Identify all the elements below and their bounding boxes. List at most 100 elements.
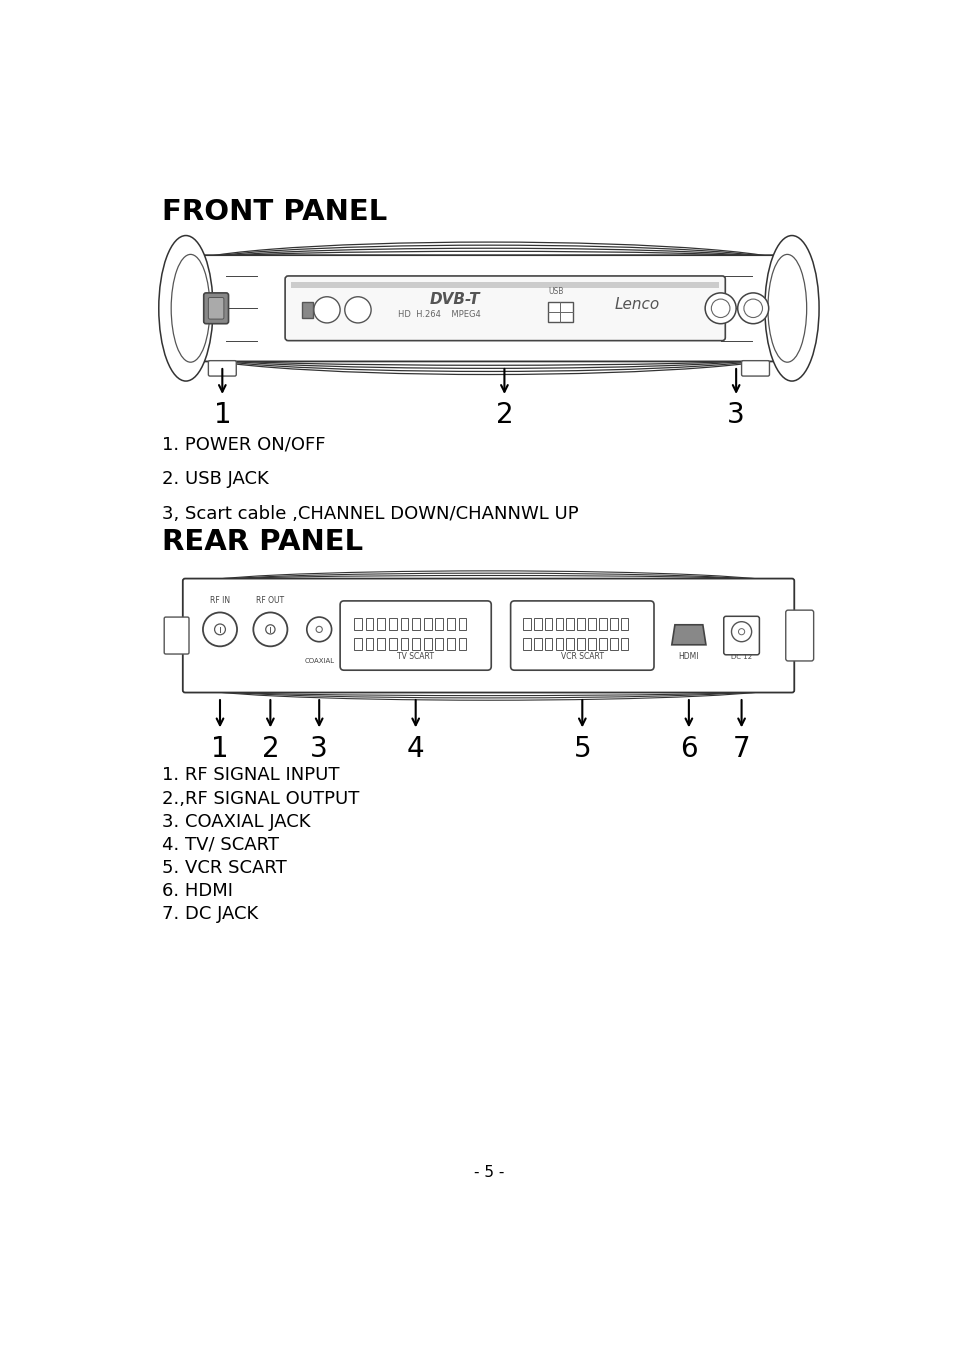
Text: HD  H.264    MPEG4: HD H.264 MPEG4 <box>397 310 480 319</box>
Text: 1: 1 <box>211 734 229 763</box>
Text: 7: 7 <box>732 734 750 763</box>
Bar <box>302 302 313 317</box>
Bar <box>354 637 361 651</box>
Bar <box>447 618 455 630</box>
Circle shape <box>704 293 736 324</box>
Bar <box>547 302 572 323</box>
Text: 1. RF SIGNAL INPUT: 1. RF SIGNAL INPUT <box>162 767 339 784</box>
Text: 3. COAXIAL JACK: 3. COAXIAL JACK <box>162 813 310 830</box>
Bar <box>400 637 408 651</box>
FancyBboxPatch shape <box>199 255 778 362</box>
Ellipse shape <box>764 235 819 381</box>
Circle shape <box>737 293 768 324</box>
Text: 6: 6 <box>679 734 697 763</box>
Circle shape <box>738 629 744 634</box>
Text: Lenco: Lenco <box>614 297 659 312</box>
Bar <box>365 618 373 630</box>
Text: 3, Scart cable ,CHANNEL DOWN/CHANNWL UP: 3, Scart cable ,CHANNEL DOWN/CHANNWL UP <box>162 505 578 522</box>
Text: 4. TV/ SCART: 4. TV/ SCART <box>162 836 278 853</box>
Circle shape <box>307 617 332 641</box>
Bar <box>609 618 617 630</box>
Text: HDMI: HDMI <box>678 652 699 660</box>
Bar <box>577 618 584 630</box>
Ellipse shape <box>171 254 210 362</box>
Text: 1. POWER ON/OFF: 1. POWER ON/OFF <box>162 435 325 454</box>
Bar <box>534 618 541 630</box>
Text: 5: 5 <box>573 734 591 763</box>
Text: 7. DC JACK: 7. DC JACK <box>162 904 258 923</box>
FancyBboxPatch shape <box>183 579 794 693</box>
Circle shape <box>344 297 371 323</box>
Text: 5. VCR SCART: 5. VCR SCART <box>162 859 286 878</box>
Bar <box>354 618 361 630</box>
Bar <box>598 618 606 630</box>
Circle shape <box>743 300 761 317</box>
Bar <box>609 637 617 651</box>
Ellipse shape <box>158 235 213 381</box>
FancyBboxPatch shape <box>740 360 769 377</box>
Bar <box>577 637 584 651</box>
FancyBboxPatch shape <box>785 610 813 662</box>
Text: TV SCART: TV SCART <box>396 652 434 660</box>
Bar <box>435 618 443 630</box>
FancyBboxPatch shape <box>208 360 236 377</box>
Circle shape <box>711 300 729 317</box>
Text: FRONT PANEL: FRONT PANEL <box>162 198 387 227</box>
Circle shape <box>253 613 287 647</box>
Bar <box>522 618 530 630</box>
Circle shape <box>203 613 236 647</box>
Text: 1: 1 <box>213 401 231 429</box>
Bar <box>544 637 552 651</box>
Bar <box>412 618 419 630</box>
Text: 2: 2 <box>261 734 279 763</box>
Text: 6. HDMI: 6. HDMI <box>162 882 233 900</box>
Circle shape <box>731 622 751 641</box>
Circle shape <box>214 624 225 634</box>
FancyBboxPatch shape <box>204 293 229 324</box>
Text: 2. USB JACK: 2. USB JACK <box>162 470 269 487</box>
Text: REAR PANEL: REAR PANEL <box>162 528 363 556</box>
Text: DVB-T: DVB-T <box>429 292 479 306</box>
FancyBboxPatch shape <box>723 617 759 655</box>
FancyBboxPatch shape <box>285 275 724 340</box>
Text: 4: 4 <box>406 734 424 763</box>
Text: 3: 3 <box>726 401 744 429</box>
FancyBboxPatch shape <box>510 601 654 670</box>
Text: DC 12: DC 12 <box>730 653 751 660</box>
Bar <box>555 637 562 651</box>
Text: 2.,RF SIGNAL OUTPUT: 2.,RF SIGNAL OUTPUT <box>162 790 359 807</box>
Bar <box>620 618 628 630</box>
Circle shape <box>315 626 322 632</box>
Bar <box>400 618 408 630</box>
Ellipse shape <box>767 254 806 362</box>
Text: RF OUT: RF OUT <box>256 597 284 605</box>
Bar <box>389 637 396 651</box>
Bar <box>544 618 552 630</box>
Bar <box>365 637 373 651</box>
Bar <box>534 637 541 651</box>
Bar <box>587 618 596 630</box>
Bar <box>435 637 443 651</box>
Bar <box>566 637 574 651</box>
Bar <box>377 618 385 630</box>
Circle shape <box>314 297 340 323</box>
Bar <box>620 637 628 651</box>
Bar <box>291 282 719 289</box>
FancyBboxPatch shape <box>208 297 224 319</box>
Text: 2: 2 <box>496 401 513 429</box>
Text: COAXIAL: COAXIAL <box>304 657 334 663</box>
Bar <box>412 637 419 651</box>
Bar <box>598 637 606 651</box>
Polygon shape <box>671 625 705 645</box>
Bar <box>587 637 596 651</box>
Circle shape <box>266 625 274 634</box>
Text: RF IN: RF IN <box>210 597 230 605</box>
FancyBboxPatch shape <box>164 617 189 653</box>
Bar <box>522 637 530 651</box>
Bar <box>423 637 431 651</box>
Bar <box>458 637 466 651</box>
Bar <box>389 618 396 630</box>
Bar <box>555 618 562 630</box>
Bar <box>377 637 385 651</box>
Text: USB: USB <box>547 286 562 296</box>
